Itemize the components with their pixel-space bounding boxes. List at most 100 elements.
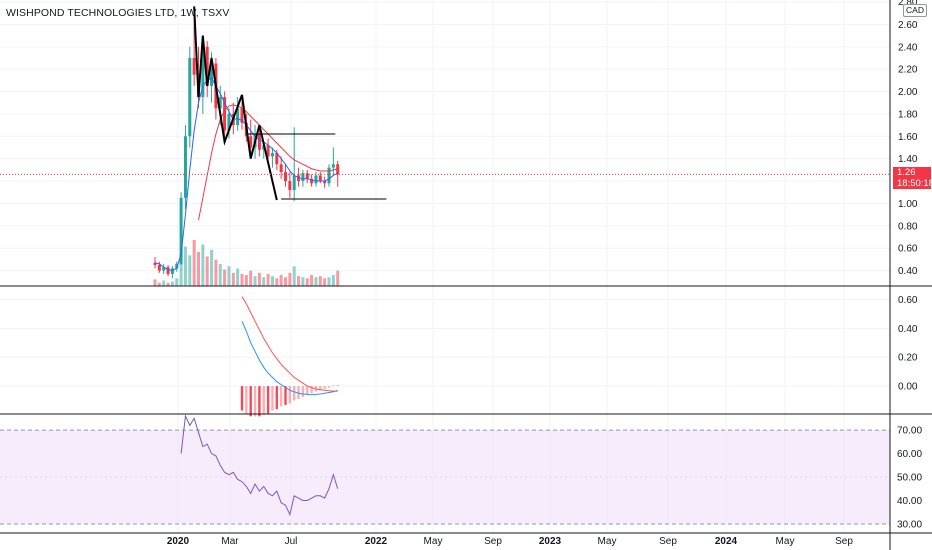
volume-bar bbox=[157, 282, 161, 286]
macd-histogram-bar bbox=[323, 386, 326, 389]
volume-bar bbox=[236, 268, 240, 286]
candle-body bbox=[336, 164, 340, 175]
candle-body bbox=[318, 175, 322, 182]
candle-body bbox=[257, 134, 261, 150]
candle-body bbox=[297, 175, 301, 182]
volume-bar bbox=[266, 273, 270, 286]
volume-bar bbox=[257, 272, 261, 286]
time-axis-label: 2020 bbox=[167, 536, 190, 547]
macd-axis-label: 0.00 bbox=[898, 382, 918, 393]
macd-histogram-bar bbox=[271, 386, 274, 411]
chart-title: WISHPOND TECHNOLOGIES LTD, 1W, TSXV bbox=[6, 7, 230, 19]
candle-body bbox=[331, 164, 335, 168]
time-axis-label: May bbox=[598, 536, 617, 547]
candle-body bbox=[305, 173, 309, 179]
macd-axis-label: 0.20 bbox=[898, 353, 918, 364]
macd-histogram-bar bbox=[297, 386, 300, 400]
macd-histogram-bar bbox=[240, 386, 244, 411]
rsi-axis-label: 50.00 bbox=[897, 473, 922, 484]
price-axis-label: 1.80 bbox=[898, 109, 918, 120]
volume-bar bbox=[188, 255, 192, 286]
macd-histogram-bar bbox=[253, 386, 257, 417]
candle-body bbox=[188, 57, 192, 137]
candle-body bbox=[275, 153, 279, 165]
rsi-axis-label: 60.00 bbox=[897, 449, 922, 460]
macd-axis-label: 0.60 bbox=[898, 295, 918, 306]
volume-bar bbox=[331, 275, 335, 286]
candle-body bbox=[192, 57, 196, 75]
volume-bar bbox=[323, 278, 327, 286]
candle-body bbox=[284, 172, 287, 182]
candle-body bbox=[183, 136, 187, 198]
rsi-axis-label: 70.00 bbox=[897, 426, 922, 437]
volume-bar bbox=[288, 272, 292, 286]
macd-histogram-bar bbox=[275, 386, 278, 410]
volume-bar bbox=[314, 277, 318, 286]
volume-bar bbox=[336, 270, 340, 286]
volume-bar bbox=[210, 249, 214, 286]
volume-bar bbox=[197, 252, 200, 286]
macd-histogram-bar bbox=[245, 386, 248, 414]
macd-histogram-bar bbox=[284, 386, 287, 405]
candle-body bbox=[227, 113, 231, 131]
volume-bar bbox=[218, 264, 222, 286]
volume-bar bbox=[244, 275, 248, 286]
price-axis-label: 1.40 bbox=[898, 154, 918, 165]
volume-bar bbox=[162, 280, 166, 286]
candle-body bbox=[314, 175, 318, 184]
candle-body bbox=[310, 178, 314, 184]
price-axis-label: 0.80 bbox=[898, 221, 918, 232]
rsi-axis-label: 40.00 bbox=[897, 496, 922, 507]
macd-histogram-bar bbox=[327, 386, 331, 388]
time-axis-label: Mar bbox=[221, 536, 239, 547]
price-axis-label: 2.40 bbox=[898, 42, 918, 53]
candle-body bbox=[218, 97, 222, 109]
macd-histogram-bar bbox=[293, 386, 296, 401]
candle-body bbox=[179, 197, 183, 264]
volume-bar bbox=[214, 259, 218, 286]
volume-bar bbox=[270, 276, 274, 286]
volume-bar bbox=[275, 278, 279, 286]
volume-bar bbox=[227, 266, 231, 286]
candle-body bbox=[205, 46, 209, 86]
volume-bar bbox=[223, 269, 227, 286]
candle-body bbox=[166, 267, 170, 274]
time-axis-label: Jul bbox=[285, 536, 298, 547]
price-axis-label: 1.60 bbox=[898, 132, 918, 143]
price-axis-label: 2.00 bbox=[898, 87, 918, 98]
candle-body bbox=[240, 108, 244, 123]
macd-histogram-bar bbox=[279, 386, 283, 407]
macd-histogram-bar bbox=[288, 386, 292, 404]
volume-bar bbox=[249, 270, 253, 286]
candle-body bbox=[236, 108, 240, 126]
volume-bar bbox=[240, 273, 244, 286]
macd-histogram-bar bbox=[249, 386, 252, 417]
candle-body bbox=[292, 175, 296, 190]
last-price-value: 1.26 bbox=[897, 167, 916, 178]
currency-label[interactable]: CAD bbox=[903, 4, 927, 17]
time-axis-label: Sep bbox=[835, 536, 853, 547]
macd-histogram-bar bbox=[301, 386, 305, 397]
candle-body bbox=[201, 46, 205, 98]
volume-bar bbox=[284, 277, 287, 286]
price-axis-label: 2.60 bbox=[898, 20, 918, 31]
macd-histogram-bar bbox=[306, 386, 309, 395]
volume-bar bbox=[166, 282, 170, 286]
macd-histogram-bar bbox=[336, 384, 339, 387]
candle-body bbox=[270, 153, 274, 157]
macd-histogram-bar bbox=[262, 386, 265, 415]
zigzag-pattern-line bbox=[193, 6, 278, 201]
volume-bar bbox=[153, 279, 157, 286]
macd-line bbox=[241, 320, 338, 396]
volume-bar bbox=[253, 276, 257, 286]
macd-histogram-bar bbox=[266, 386, 270, 414]
price-axis-label: 0.40 bbox=[898, 266, 918, 277]
volume-bar bbox=[262, 277, 266, 286]
price-axis-label: 2.20 bbox=[898, 65, 918, 76]
time-axis-label: May bbox=[424, 536, 443, 547]
time-axis-label: 2022 bbox=[365, 536, 388, 547]
volume-bar bbox=[205, 256, 209, 286]
last-price-badge: 1.26 18:50:18 bbox=[893, 167, 932, 189]
volume-bar bbox=[292, 266, 296, 286]
